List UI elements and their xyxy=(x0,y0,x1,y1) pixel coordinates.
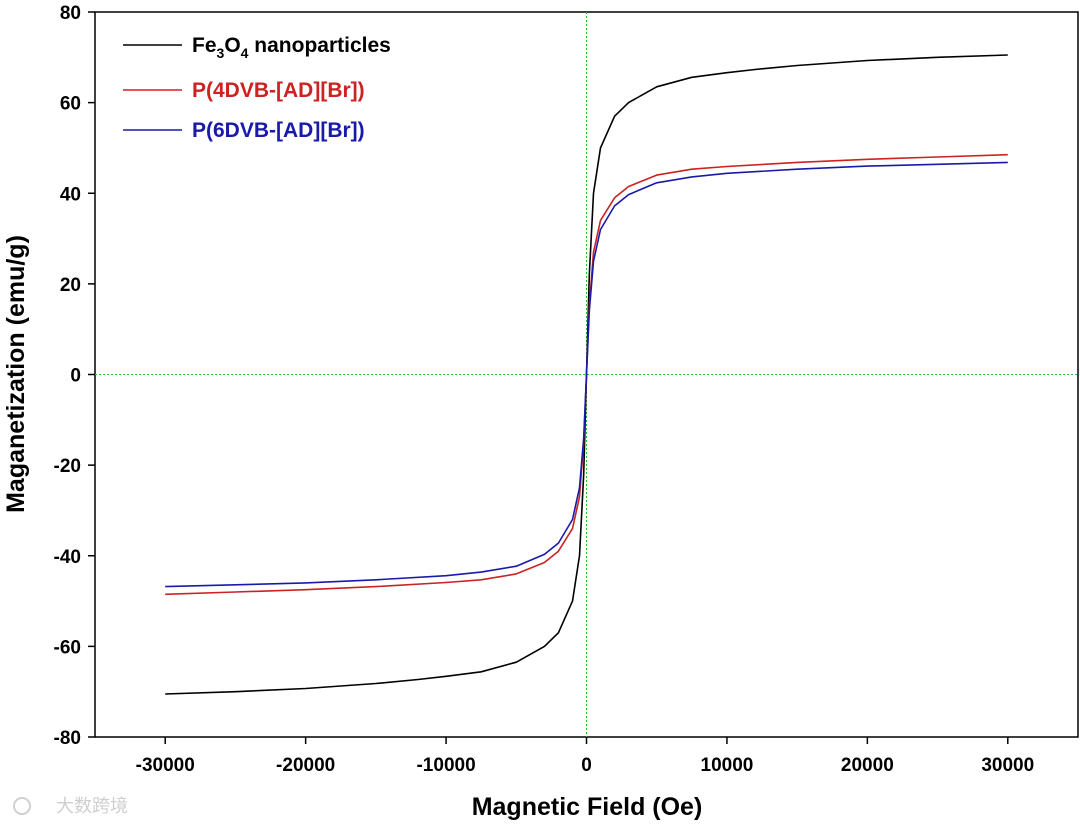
y-tick-label: -60 xyxy=(54,637,81,658)
y-axis-title: Maganetization (emu/g) xyxy=(2,235,30,513)
zero-lines xyxy=(95,12,1078,737)
y-tick-label: -40 xyxy=(54,547,81,568)
y-tick-label: -20 xyxy=(54,456,81,477)
y-tick-label: 20 xyxy=(60,275,81,296)
y-tick-label: 40 xyxy=(60,184,81,205)
y-tick-label: -80 xyxy=(54,728,81,749)
x-axis-title: Magnetic Field (Oe) xyxy=(472,793,703,821)
legend-label-p4dvb: P(4DVB-[AD][Br]) xyxy=(192,79,365,102)
y-tick-label: 60 xyxy=(60,94,81,115)
series-layer xyxy=(165,54,1008,695)
x-tick-label: 30000 xyxy=(981,755,1034,776)
series-line-2 xyxy=(165,161,1008,588)
legend-label-fe3o4: Fe3O4 nanoparticles xyxy=(192,34,391,61)
x-tick-label: -10000 xyxy=(416,755,475,776)
y-tick-label: 80 xyxy=(60,3,81,24)
x-axis-ticks: -30000 -20000 -10000 0 10000 20000 30000 xyxy=(136,737,1034,776)
x-tick-label: -30000 xyxy=(136,755,195,776)
x-tick-label: 20000 xyxy=(841,755,894,776)
legend-label-p6dvb: P(6DVB-[AD][Br]) xyxy=(192,119,365,142)
x-tick-label: -20000 xyxy=(276,755,335,776)
y-tick-label: 0 xyxy=(70,366,81,387)
y-axis-ticks: -80 -60 -40 -20 0 20 40 60 80 xyxy=(54,3,95,749)
watermark-logo-icon xyxy=(13,797,31,815)
watermark: 大数跨境 xyxy=(13,796,128,817)
x-tick-label: 0 xyxy=(581,755,592,776)
watermark-text: 大数跨境 xyxy=(56,796,128,817)
x-tick-label: 10000 xyxy=(701,755,754,776)
legend: Fe3O4 nanoparticles P(4DVB-[AD][Br]) P(6… xyxy=(123,34,391,142)
